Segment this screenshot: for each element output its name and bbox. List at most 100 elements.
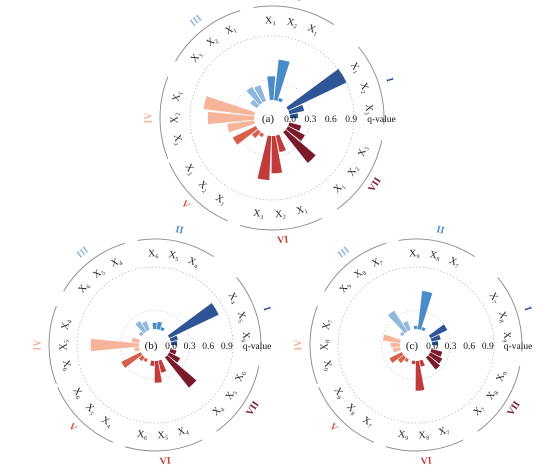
bar-VII-3 <box>283 129 316 163</box>
group-arc-I <box>236 277 262 352</box>
bar-I-1 <box>286 68 347 111</box>
tick-label: 0.9 <box>482 342 494 352</box>
variable-label: X₅ <box>235 310 249 324</box>
group-label-VI: VI <box>277 234 289 246</box>
bar-II-1 <box>267 76 276 101</box>
reference-circle <box>76 266 234 424</box>
group-label-VII: VII <box>505 399 522 418</box>
bar-VI-1 <box>275 134 286 153</box>
variable-label: X₃ <box>182 162 197 177</box>
variable-label: X₄ <box>186 255 201 270</box>
group-arc-V <box>168 162 228 222</box>
variable-label: X₃ <box>252 208 264 220</box>
group-label-III: III <box>188 13 204 29</box>
bar-VI-1 <box>419 359 425 367</box>
group-arc-VII <box>216 366 260 432</box>
bar-IV-2 <box>390 342 401 348</box>
bar-III-1 <box>139 331 144 337</box>
bar-VII-1 <box>288 122 302 132</box>
bar-IV-2 <box>207 111 255 125</box>
variable-label: X₇ <box>321 318 334 331</box>
variable-label: X₈ <box>496 310 510 324</box>
variable-label: X₅ <box>168 249 181 262</box>
group-label-VI: VI <box>420 455 432 467</box>
variable-label: X₈ <box>344 402 360 418</box>
variable-label: X₃ <box>171 133 184 146</box>
bar-VI-2 <box>271 135 283 174</box>
tick-label: 0.9 <box>221 342 233 352</box>
bar-VI-1 <box>158 359 167 373</box>
variable-label: X₂ <box>169 113 180 124</box>
variable-label: X₁ <box>306 23 320 37</box>
variable-label: X₉ <box>337 280 353 296</box>
bar-IV-3 <box>382 334 401 343</box>
tick-label: 0.0 <box>426 342 438 352</box>
variable-label: X₅ <box>58 340 69 351</box>
group-label-I: I <box>522 305 534 312</box>
tick-label: 0.3 <box>184 342 196 352</box>
variable-label: X₁ <box>224 23 238 37</box>
bar-VII-2 <box>167 352 181 363</box>
variable-label: X₄ <box>210 402 226 418</box>
bar-IV-1 <box>392 347 401 353</box>
axis-title: q-value <box>367 115 396 125</box>
bar-VI-2 <box>415 360 425 391</box>
variable-label: X₉ <box>501 331 513 343</box>
bar-VII-2 <box>428 352 443 364</box>
variable-label: X₆ <box>240 331 252 343</box>
variable-label: X₁ <box>295 203 309 217</box>
bar-VI-2 <box>154 360 162 383</box>
bar-IV-1 <box>134 347 140 352</box>
group-arc-I <box>358 46 385 125</box>
bar-II-1 <box>152 322 157 330</box>
group-label-VI: VI <box>159 455 171 467</box>
bar-I-2 <box>169 335 178 342</box>
group-label-V: V <box>66 421 79 434</box>
variable-label: X₄ <box>176 424 190 438</box>
variable-label: X₄ <box>60 318 73 331</box>
bar-II-2 <box>417 290 433 330</box>
group-label-III: III <box>75 245 91 261</box>
variable-label: X₇ <box>370 255 384 269</box>
variable-label: X₄ <box>99 414 114 429</box>
bar-III-2 <box>387 310 408 334</box>
variable-label: X₂ <box>346 163 361 178</box>
group-label-II: II <box>174 224 184 236</box>
group-arc-VI <box>124 439 203 452</box>
tick-label: 0.9 <box>345 115 357 125</box>
bar-III-3 <box>254 85 266 103</box>
group-label-VII: VII <box>366 176 383 195</box>
group-label-IV: IV <box>293 339 304 351</box>
variable-label: X₉ <box>494 369 508 383</box>
variable-label: X₂ <box>275 208 287 220</box>
group-arc-IV <box>48 305 57 385</box>
group-arc-VII <box>477 366 521 432</box>
tick-label: 0.3 <box>445 342 457 352</box>
reference-circle <box>337 266 495 424</box>
bar-V-3 <box>232 126 258 145</box>
bar-VI-3 <box>411 360 416 365</box>
tick-label: 0.0 <box>165 342 177 352</box>
bar-III-1 <box>250 99 260 109</box>
group-label-I: I <box>261 305 273 312</box>
group-label-VII: VII <box>244 399 261 418</box>
bar-VII-1 <box>430 349 443 357</box>
variable-label: X₂ <box>358 81 372 95</box>
tick-label: 0.6 <box>463 342 475 352</box>
bar-III-3 <box>403 321 411 332</box>
bar-IV-2 <box>90 338 140 352</box>
variable-label: X₁ <box>171 90 184 103</box>
group-arc-V <box>57 387 113 443</box>
variable-label: X₆ <box>148 248 159 259</box>
bar-II-2 <box>274 59 290 101</box>
bar-III-2 <box>135 321 147 334</box>
variable-label: X₁ <box>213 193 228 208</box>
group-arc-II <box>398 238 475 257</box>
group-label-V: V <box>179 198 192 211</box>
variable-label: X₆ <box>70 386 85 401</box>
variable-label: X₅ <box>224 387 239 402</box>
reference-circle <box>189 35 355 201</box>
bar-I-2 <box>430 334 441 342</box>
